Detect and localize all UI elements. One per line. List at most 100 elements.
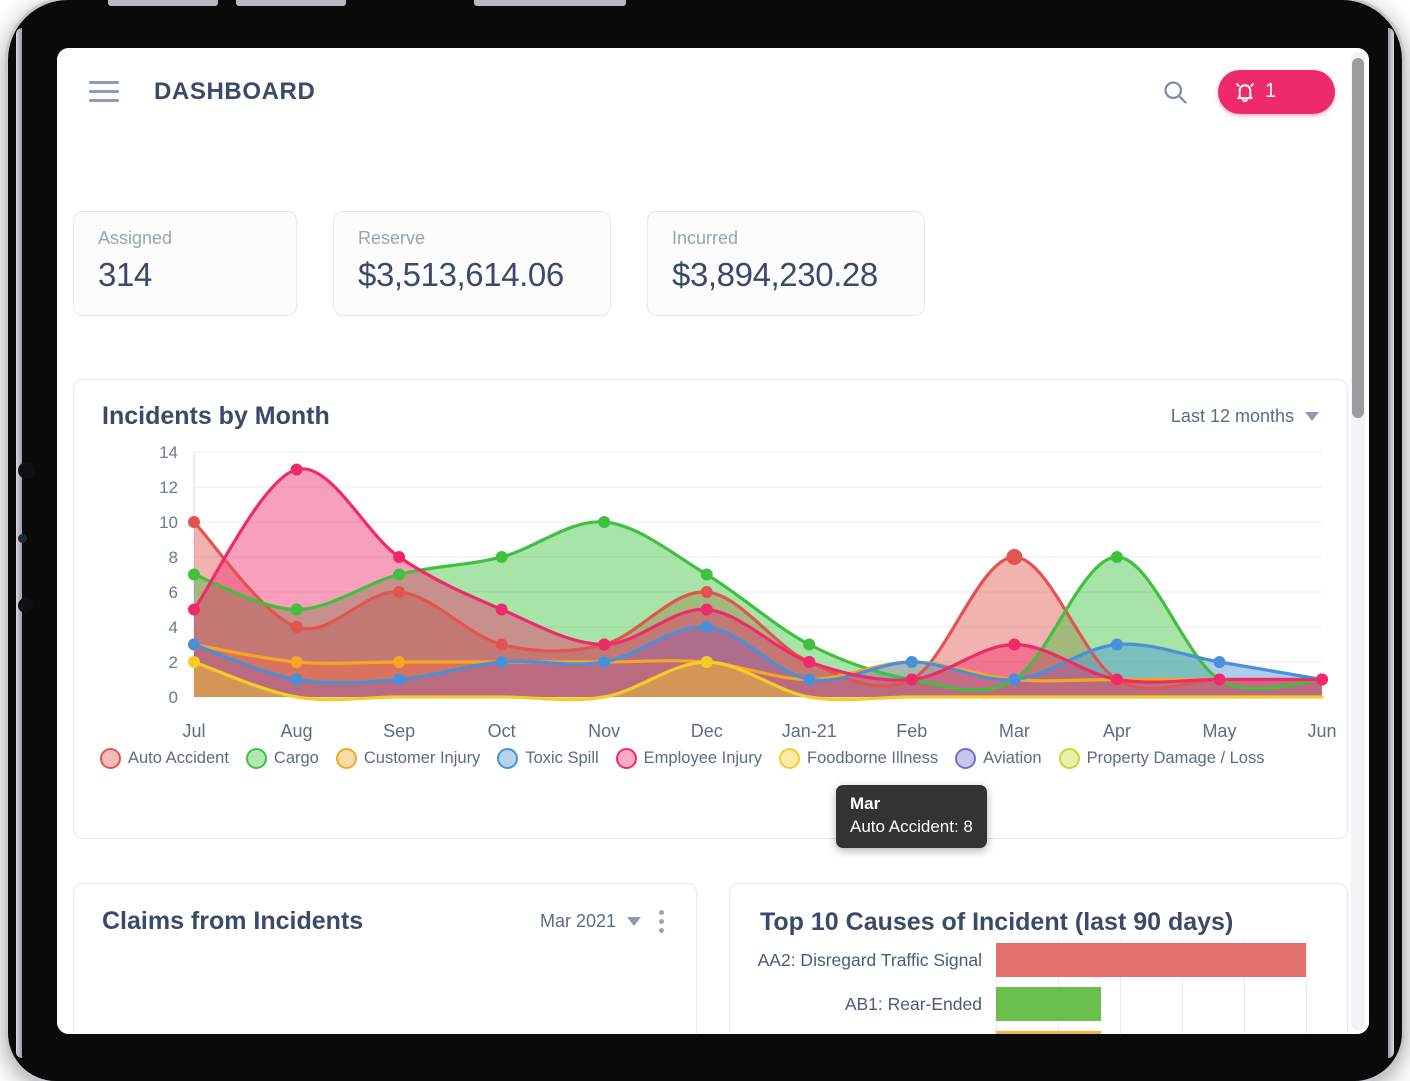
bar-fill[interactable]: [996, 987, 1102, 1021]
legend-item-property-damage-loss[interactable]: Property Damage / Loss: [1058, 748, 1265, 769]
stat-card-reserve[interactable]: Reserve $3,513,614.06: [333, 211, 611, 316]
data-point[interactable]: [700, 656, 713, 669]
data-point[interactable]: [700, 568, 713, 581]
grid-line: [1120, 1026, 1121, 1034]
data-point[interactable]: [495, 656, 508, 669]
data-point[interactable]: [700, 586, 713, 599]
data-point[interactable]: [803, 638, 816, 651]
top-causes-panel: Top 10 Causes of Incident (last 90 days)…: [729, 883, 1348, 1034]
data-point[interactable]: [1110, 638, 1123, 651]
legend-item-customer-injury[interactable]: Customer Injury: [335, 748, 481, 769]
data-point[interactable]: [700, 621, 713, 634]
data-point[interactable]: [598, 638, 611, 651]
stat-card-assigned[interactable]: Assigned 314: [73, 211, 297, 316]
legend-label: Property Damage / Loss: [1086, 749, 1265, 767]
vertical-scrollbar-thumb[interactable]: [1352, 58, 1364, 418]
data-point[interactable]: [188, 516, 201, 529]
data-point[interactable]: [1110, 551, 1123, 564]
data-point[interactable]: [290, 603, 303, 616]
legend-item-employee-injury[interactable]: Employee Injury: [615, 748, 762, 769]
data-point[interactable]: [598, 516, 611, 529]
volume-up-button[interactable]: [108, 0, 218, 6]
data-point[interactable]: [393, 568, 406, 581]
legend-item-cargo[interactable]: Cargo: [245, 748, 319, 769]
grid-line: [1306, 1026, 1307, 1034]
legend-item-aviation[interactable]: Aviation: [955, 748, 1042, 769]
y-axis-tick: 8: [169, 548, 178, 567]
stat-card-incurred[interactable]: Incurred $3,894,230.28: [647, 211, 925, 316]
data-point[interactable]: [1316, 673, 1329, 686]
panel-header: Claims from Incidents Mar 2021: [74, 884, 696, 937]
bar-track: [996, 1026, 1307, 1034]
bar-fill[interactable]: [996, 1031, 1102, 1034]
more-options-icon[interactable]: [655, 906, 668, 937]
data-point[interactable]: [393, 673, 406, 686]
grid-line: [1244, 1026, 1245, 1034]
grid-line: [1182, 982, 1183, 1026]
data-point[interactable]: [188, 568, 201, 581]
data-point[interactable]: [188, 638, 201, 651]
data-point[interactable]: [1008, 638, 1021, 651]
x-axis-tick: Aug: [281, 721, 313, 741]
data-point[interactable]: [290, 656, 303, 669]
x-axis-tick: Sep: [383, 721, 415, 741]
legend-item-auto-accident[interactable]: Auto Accident: [100, 748, 229, 769]
legend-label: Customer Injury: [363, 749, 481, 767]
data-point[interactable]: [290, 621, 303, 634]
page-title: DASHBOARD: [154, 77, 316, 105]
data-point[interactable]: [905, 656, 918, 669]
data-point[interactable]: [803, 656, 816, 669]
bar-category-label: AB1: Rear-Ended: [844, 993, 982, 1014]
highlighted-data-point[interactable]: [1006, 549, 1023, 565]
search-icon[interactable]: [1158, 75, 1192, 109]
data-point[interactable]: [188, 603, 201, 616]
microphone-icon: [18, 598, 33, 613]
tooltip-title: Mar: [850, 794, 881, 813]
chart-tooltip: Mar Auto Accident: 8: [836, 785, 987, 848]
data-point[interactable]: [1213, 673, 1226, 686]
data-point[interactable]: [393, 586, 406, 599]
legend-color-dot: [1058, 748, 1080, 769]
data-point[interactable]: [290, 673, 303, 686]
legend-color-dot: [615, 748, 637, 769]
data-point[interactable]: [290, 463, 303, 476]
legend-item-toxic-spill[interactable]: Toxic Spill: [497, 748, 599, 769]
grid-line: [1120, 982, 1121, 1026]
hamburger-icon[interactable]: [89, 77, 125, 107]
legend-label: Foodborne Illness: [806, 749, 939, 767]
legend-color-dot: [778, 748, 800, 769]
bar-row[interactable]: AB1: Rear-Ended: [730, 982, 1349, 1026]
stat-label: Reserve: [358, 228, 426, 248]
data-point[interactable]: [700, 603, 713, 616]
claims-pie-chart[interactable]: [74, 980, 698, 1034]
legend-item-foodborne-illness[interactable]: Foodborne Illness: [778, 748, 939, 769]
chart-legend: Auto Accident Cargo Customer Injury Toxic S…: [100, 748, 1320, 769]
incidents-line-chart[interactable]: 0 2 4 6 8 10 12 14 Jul Aug Sep Oct Nov Dec Jan-21 Feb Ma…: [74, 442, 1349, 742]
data-point[interactable]: [1008, 673, 1021, 686]
volume-down-button[interactable]: [236, 0, 346, 6]
legend-color-dot: [245, 748, 267, 769]
power-button[interactable]: [474, 0, 626, 6]
bar-row[interactable]: AB2: Intersections: [730, 1026, 1349, 1034]
data-point[interactable]: [803, 673, 816, 686]
data-point[interactable]: [495, 603, 508, 616]
data-point[interactable]: [905, 673, 918, 686]
data-point[interactable]: [1110, 673, 1123, 686]
bar-row[interactable]: AA2: Disregard Traffic Signal: [730, 938, 1349, 982]
chevron-down-icon: [1305, 412, 1319, 421]
data-point[interactable]: [188, 656, 201, 669]
data-point[interactable]: [598, 656, 611, 669]
bar-fill[interactable]: [996, 943, 1306, 977]
data-point[interactable]: [495, 551, 508, 564]
y-axis-tick: 0: [169, 688, 178, 707]
x-axis-tick: Apr: [1103, 721, 1131, 741]
notifications-button[interactable]: 1: [1218, 69, 1335, 114]
stat-label: Incurred: [672, 228, 739, 248]
data-point[interactable]: [495, 638, 508, 651]
top-causes-bar-chart[interactable]: AA2: Disregard Traffic Signal AB1: Rear-E…: [730, 938, 1349, 1034]
data-point[interactable]: [393, 551, 406, 564]
data-point[interactable]: [393, 656, 406, 669]
date-range-select[interactable]: Last 12 months: [1171, 406, 1319, 427]
data-point[interactable]: [1213, 656, 1226, 669]
period-select[interactable]: Mar 2021: [540, 911, 641, 932]
